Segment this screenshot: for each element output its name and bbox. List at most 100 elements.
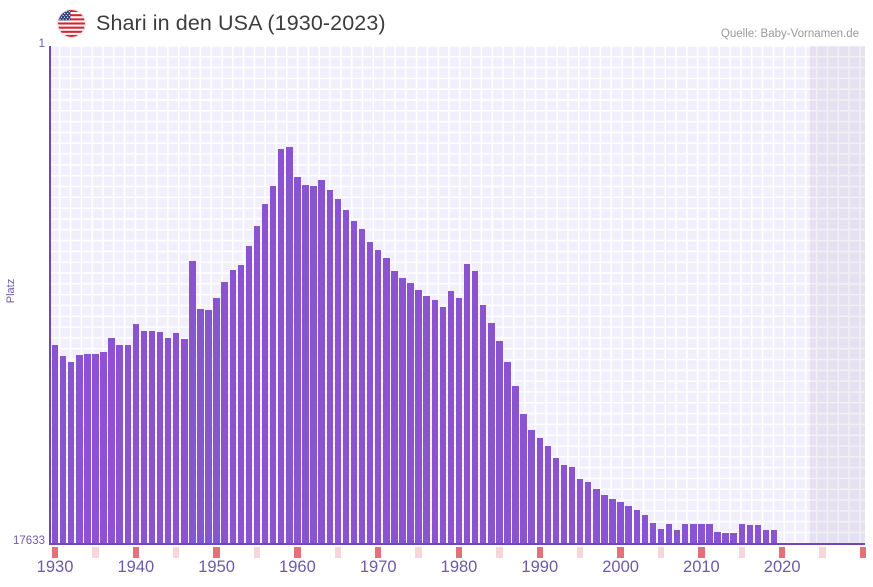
- bar-2018[interactable]: [762, 530, 770, 545]
- bar-2003[interactable]: [641, 515, 649, 545]
- bar-1932[interactable]: [67, 361, 75, 545]
- bar-2015[interactable]: [738, 524, 745, 545]
- bar-1949[interactable]: [205, 309, 212, 545]
- usa-flag-icon: [58, 10, 85, 37]
- bar-1970[interactable]: [374, 249, 382, 545]
- bar-1974[interactable]: [407, 283, 414, 545]
- bar-1933[interactable]: [76, 354, 83, 545]
- bar-1998[interactable]: [601, 495, 608, 545]
- bar-1957[interactable]: [269, 185, 277, 545]
- bar-1987[interactable]: [512, 385, 519, 545]
- x-tick-1960: [294, 547, 301, 558]
- bar-1935[interactable]: [92, 353, 99, 545]
- x-tick-1940: [132, 547, 140, 558]
- bar-1938[interactable]: [116, 345, 123, 545]
- y-axis-top-label: 1: [38, 38, 45, 50]
- bar-1963[interactable]: [318, 179, 325, 545]
- bar-1931[interactable]: [59, 355, 67, 545]
- bar-1971[interactable]: [383, 257, 390, 545]
- bar-1944[interactable]: [164, 338, 172, 545]
- bar-1980[interactable]: [455, 297, 463, 545]
- bar-1985[interactable]: [496, 341, 503, 545]
- bar-1989[interactable]: [528, 430, 535, 545]
- bar-1968[interactable]: [358, 228, 366, 545]
- bar-1999[interactable]: [609, 498, 616, 545]
- bar-1978[interactable]: [439, 306, 447, 545]
- bar-1962[interactable]: [310, 185, 317, 545]
- bar-2010[interactable]: [698, 523, 705, 545]
- x-tick-1985: [496, 547, 503, 558]
- bar-1972[interactable]: [391, 270, 398, 545]
- bar-1960[interactable]: [294, 177, 301, 545]
- bar-1942[interactable]: [148, 331, 156, 545]
- bar-1997[interactable]: [593, 489, 600, 545]
- bar-2012[interactable]: [714, 532, 721, 545]
- x-axis-label-1990: 1990: [521, 558, 559, 576]
- bar-2006[interactable]: [665, 524, 673, 545]
- bar-1966[interactable]: [342, 209, 350, 545]
- bar-1975[interactable]: [415, 289, 422, 545]
- bar-1953[interactable]: [237, 264, 245, 545]
- bar-2008[interactable]: [681, 524, 689, 545]
- bar-2002[interactable]: [633, 510, 640, 545]
- bar-1930[interactable]: [51, 344, 59, 545]
- bar-1961[interactable]: [302, 184, 309, 545]
- bar-1958[interactable]: [278, 148, 285, 545]
- bar-1956[interactable]: [261, 204, 269, 545]
- bar-2001[interactable]: [625, 505, 632, 545]
- bar-1936[interactable]: [100, 352, 107, 545]
- x-tick-1980: [455, 547, 463, 558]
- bar-1982[interactable]: [471, 270, 479, 545]
- bar-1981[interactable]: [463, 263, 471, 545]
- bar-1959[interactable]: [286, 147, 293, 545]
- bar-2007[interactable]: [673, 530, 681, 545]
- bar-1946[interactable]: [181, 339, 188, 545]
- bar-1996[interactable]: [585, 481, 592, 545]
- bar-1986[interactable]: [504, 361, 511, 545]
- bar-1992[interactable]: [552, 458, 560, 545]
- bar-1983[interactable]: [480, 305, 487, 545]
- bar-1993[interactable]: [560, 464, 568, 545]
- bar-2017[interactable]: [754, 525, 762, 545]
- bar-1947[interactable]: [189, 261, 196, 545]
- bar-1991[interactable]: [544, 445, 552, 545]
- bar-2019[interactable]: [770, 529, 778, 545]
- y-axis-title: Platz: [5, 278, 17, 304]
- bar-1951[interactable]: [221, 281, 228, 545]
- bar-1995[interactable]: [576, 479, 584, 545]
- bar-2005[interactable]: [657, 528, 665, 545]
- bar-1943[interactable]: [156, 332, 164, 545]
- bar-2004[interactable]: [649, 523, 657, 545]
- bar-1954[interactable]: [245, 245, 253, 545]
- bar-1964[interactable]: [326, 190, 333, 545]
- bar-2000[interactable]: [617, 502, 624, 545]
- bar-1969[interactable]: [366, 242, 374, 545]
- bar-1952[interactable]: [229, 270, 236, 545]
- bar-1941[interactable]: [140, 331, 148, 545]
- plot-area: [49, 46, 865, 545]
- bar-2009[interactable]: [690, 524, 697, 545]
- bar-1939[interactable]: [124, 344, 131, 545]
- bar-1988[interactable]: [520, 413, 527, 545]
- bar-2014[interactable]: [730, 533, 737, 545]
- bar-1937[interactable]: [108, 337, 115, 545]
- bar-1979[interactable]: [447, 290, 455, 545]
- bar-1950[interactable]: [213, 298, 220, 545]
- bar-1976[interactable]: [423, 296, 430, 545]
- bar-1955[interactable]: [253, 226, 261, 545]
- bar-1994[interactable]: [568, 467, 576, 545]
- bar-1965[interactable]: [334, 198, 342, 545]
- bar-1967[interactable]: [350, 220, 358, 545]
- bar-2013[interactable]: [722, 533, 729, 545]
- bar-1934[interactable]: [84, 354, 91, 545]
- bar-1948[interactable]: [197, 309, 204, 545]
- bar-1977[interactable]: [431, 300, 438, 545]
- bar-1945[interactable]: [173, 332, 180, 545]
- bar-1984[interactable]: [488, 322, 495, 545]
- x-tick-2000: [617, 547, 624, 558]
- bar-2011[interactable]: [706, 524, 713, 545]
- bar-1973[interactable]: [399, 278, 406, 545]
- bar-1940[interactable]: [132, 323, 140, 545]
- bar-2016[interactable]: [746, 524, 754, 545]
- bar-1990[interactable]: [536, 437, 543, 545]
